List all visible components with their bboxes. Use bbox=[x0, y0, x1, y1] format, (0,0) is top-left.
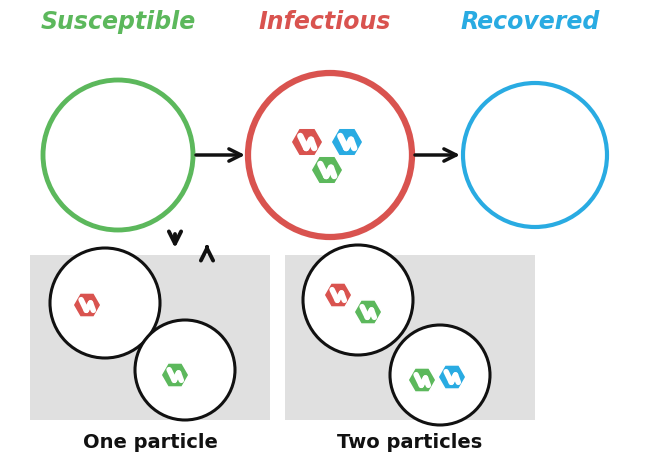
Polygon shape bbox=[331, 128, 363, 156]
Circle shape bbox=[248, 73, 412, 237]
Text: Infectious: Infectious bbox=[259, 10, 391, 34]
Circle shape bbox=[50, 248, 160, 358]
Text: Two particles: Two particles bbox=[337, 434, 482, 453]
Polygon shape bbox=[73, 293, 101, 317]
Bar bbox=[285, 255, 535, 420]
Circle shape bbox=[135, 320, 235, 420]
Polygon shape bbox=[291, 128, 323, 156]
Text: One particle: One particle bbox=[83, 434, 218, 453]
Polygon shape bbox=[354, 300, 382, 324]
Polygon shape bbox=[161, 363, 189, 387]
Circle shape bbox=[390, 325, 490, 425]
Polygon shape bbox=[438, 365, 466, 389]
Text: Recovered: Recovered bbox=[460, 10, 599, 34]
Polygon shape bbox=[311, 156, 343, 184]
Circle shape bbox=[463, 83, 607, 227]
Polygon shape bbox=[408, 368, 436, 392]
Circle shape bbox=[303, 245, 413, 355]
Text: Susceptible: Susceptible bbox=[40, 10, 196, 34]
Bar bbox=[30, 255, 270, 420]
Circle shape bbox=[43, 80, 193, 230]
Polygon shape bbox=[324, 283, 352, 307]
